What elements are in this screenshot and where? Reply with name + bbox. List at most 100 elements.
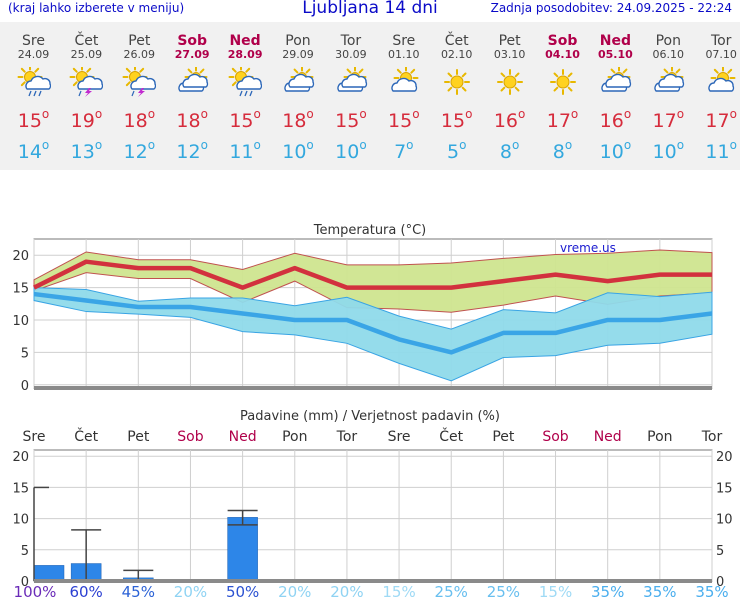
day-date: 03.10 (493, 48, 526, 61)
max-temperature: 15o (377, 102, 430, 133)
max-temperature: 15o (430, 102, 483, 133)
max-temperature: 17o (536, 102, 589, 133)
max-temperature: 16o (589, 102, 642, 133)
degree-sign: o (623, 107, 632, 121)
sun-cloud-rain-icon (17, 64, 51, 97)
day-date: 28.09 (227, 48, 263, 61)
degree-sign: o (412, 107, 420, 121)
x-tick-label: Pon (647, 429, 672, 445)
day-name: Sob (177, 33, 208, 49)
min-temperature-value: 10 (599, 141, 624, 163)
sun-icon (546, 67, 580, 97)
min-temperature: 8o (536, 133, 589, 164)
min-temperature: 10o (324, 133, 377, 164)
y-tick-label: 0 (21, 379, 29, 394)
degree-sign: o (359, 107, 367, 121)
min-temperature-value: 8 (499, 141, 512, 163)
min-temperature: 5o (430, 133, 483, 164)
precipitation-bar (33, 565, 65, 582)
y-tick-label-right: 20 (716, 450, 733, 465)
degree-sign: o (459, 138, 467, 152)
degree-sign: o (623, 138, 632, 152)
temperature-chart-title: Temperatura (°C) (313, 223, 426, 238)
day-date: 29.09 (282, 48, 314, 61)
y-tick-label: 10 (12, 314, 29, 329)
min-temperature-value: 11 (705, 141, 730, 163)
cloudy-icon (334, 65, 368, 97)
day-name: Sre (392, 33, 416, 49)
max-temperature-value: 17 (652, 110, 677, 132)
y-tick-label-left: 5 (21, 544, 29, 559)
y-tick-label: 15 (12, 282, 29, 297)
x-tick-label: Pon (282, 429, 307, 445)
day-name: Pon (285, 33, 311, 49)
min-temperature-value: 10 (652, 141, 677, 163)
forecast-day: Pon 06.10 17o 10o (642, 22, 695, 164)
day-name: Pet (128, 33, 151, 49)
x-tick-label: Sob (177, 429, 203, 445)
cloudy-icon (175, 65, 209, 97)
degree-sign: o (200, 138, 208, 152)
sun-cloud-storm-icon (122, 64, 157, 97)
max-temperature-value: 15 (440, 110, 466, 132)
precipitation-probability-label: 20% (278, 583, 311, 600)
max-temperature-value: 17 (705, 110, 730, 132)
forecast-day: Čet 02.10 15o 5o (430, 22, 483, 164)
degree-sign: o (147, 107, 156, 121)
min-temperature-value: 12 (176, 141, 201, 163)
y-tick-label-left: 20 (12, 450, 29, 465)
max-temperature-value: 19 (70, 110, 95, 132)
min-temperature: 10o (642, 133, 695, 164)
sun-cloud-storm-icon (69, 64, 104, 97)
max-temperature: 15o (219, 102, 272, 133)
y-tick-label-left: 15 (12, 481, 29, 496)
x-tick-label: Sob (542, 429, 568, 445)
min-temperature: 14o (7, 133, 60, 164)
precipitation-probability-label: 35% (695, 583, 728, 600)
day-date: 05.10 (597, 48, 633, 61)
day-name: Ned (229, 33, 261, 49)
degree-sign: o (406, 138, 414, 152)
sun-icon (493, 67, 527, 97)
x-tick-label: Sre (23, 429, 46, 445)
y-tick-label-left: 0 (21, 575, 29, 590)
forecast-day: Sre 24.09 15o 14o (7, 22, 60, 164)
precipitation-bar (227, 517, 258, 582)
min-temperature: 13o (60, 133, 113, 164)
min-temperature: 11o (219, 133, 272, 164)
page-title: Ljubljana 14 dni (302, 0, 438, 18)
degree-sign: o (41, 138, 50, 152)
forecast-day: Čet 25.09 19o 13o (60, 22, 113, 164)
day-date: 26.09 (123, 48, 156, 61)
precipitation-probability-label: 60% (69, 583, 102, 600)
min-temperature-value: 8 (552, 141, 565, 163)
day-date: 01.10 (388, 48, 420, 61)
max-temperature: 19o (60, 102, 113, 133)
day-date: 27.09 (174, 48, 210, 61)
min-temperature: 10o (589, 133, 642, 164)
day-name: Sob (547, 33, 578, 49)
max-temperature-value: 15 (388, 110, 413, 132)
max-temperature-value: 18 (176, 110, 201, 132)
min-temperature: 10o (272, 133, 325, 164)
y-tick-label: 5 (21, 346, 29, 361)
max-temperature-value: 18 (123, 110, 148, 132)
precipitation-chart-title: Padavine (mm) / Verjetnost padavin (%) (240, 409, 500, 424)
max-temperature: 16o (483, 102, 536, 133)
max-temperature-line (32, 259, 712, 290)
max-temperature: 18o (113, 102, 166, 133)
degree-sign: o (94, 138, 103, 152)
sun-icon (440, 67, 474, 97)
degree-sign: o (253, 138, 261, 152)
precipitation-probability-label: 35% (591, 583, 624, 600)
x-tick-label: Tor (701, 429, 723, 445)
day-date: 30.09 (335, 48, 367, 61)
partly-sunny-icon (704, 65, 738, 97)
degree-sign: o (729, 138, 737, 152)
day-name: Tor (340, 33, 362, 49)
degree-sign: o (676, 138, 685, 152)
day-date: 25.09 (70, 48, 103, 61)
x-tick-label: Sre (388, 429, 411, 445)
forecast-day: Sob 04.10 17o 8o (536, 22, 589, 164)
min-temperature-value: 10 (282, 141, 307, 163)
